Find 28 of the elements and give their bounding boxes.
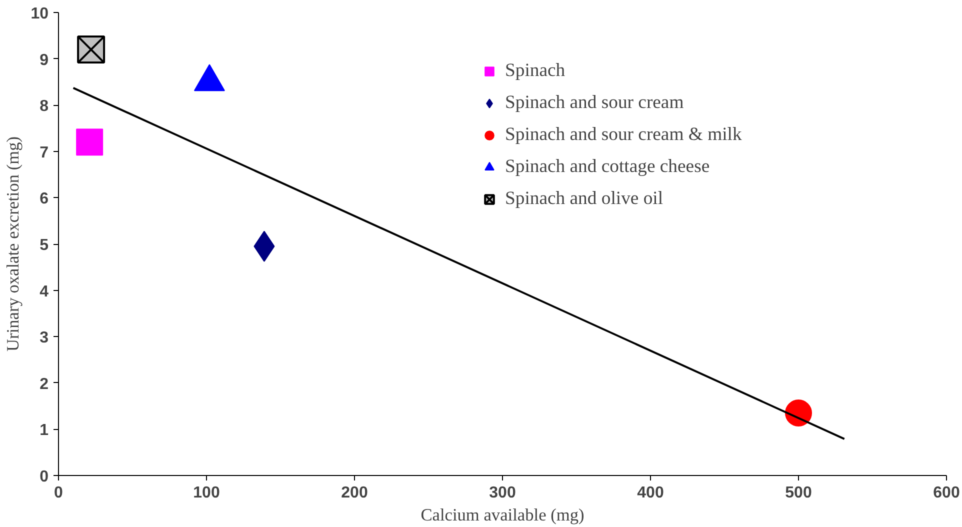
x-tick-label: 600 [933, 484, 960, 502]
y-tick-label: 10 [30, 6, 49, 22]
legend-label: Spinach and sour cream & milk [505, 124, 742, 146]
y-tick-label: 5 [40, 237, 49, 254]
y-axis-title: Urinary oxalate excretion (mg) [4, 136, 23, 352]
y-tick-label: 1 [40, 422, 49, 440]
y-tick-label: 6 [40, 190, 49, 208]
y-tick-label: 0 [40, 468, 49, 486]
legend-label: Spinach [505, 60, 566, 82]
x-tick-label: 100 [193, 484, 220, 502]
y-tick-label: 3 [40, 330, 49, 347]
y-tick-label: 9 [40, 52, 49, 69]
x-tick-label: 0 [54, 484, 64, 502]
x-tick-label: 400 [637, 484, 664, 502]
legend-label: Spinach and cottage cheese [505, 156, 710, 178]
legend-label: Spinach and sour cream [505, 92, 684, 114]
y-tick-label: 4 [40, 283, 49, 300]
point [77, 36, 106, 64]
y-tick-label: 8 [40, 98, 49, 116]
x-tick-label: 500 [785, 484, 812, 502]
x-tick-label: 200 [341, 484, 368, 502]
point [785, 400, 812, 426]
y-tick-label: 7 [40, 144, 49, 162]
x-axis-title: Calcium available (mg) [420, 506, 585, 524]
point [76, 128, 104, 156]
x-tick-label: 300 [489, 484, 516, 502]
legend-label: Spinach and olive oil [505, 188, 664, 210]
y-tick-label: 2 [40, 376, 49, 393]
